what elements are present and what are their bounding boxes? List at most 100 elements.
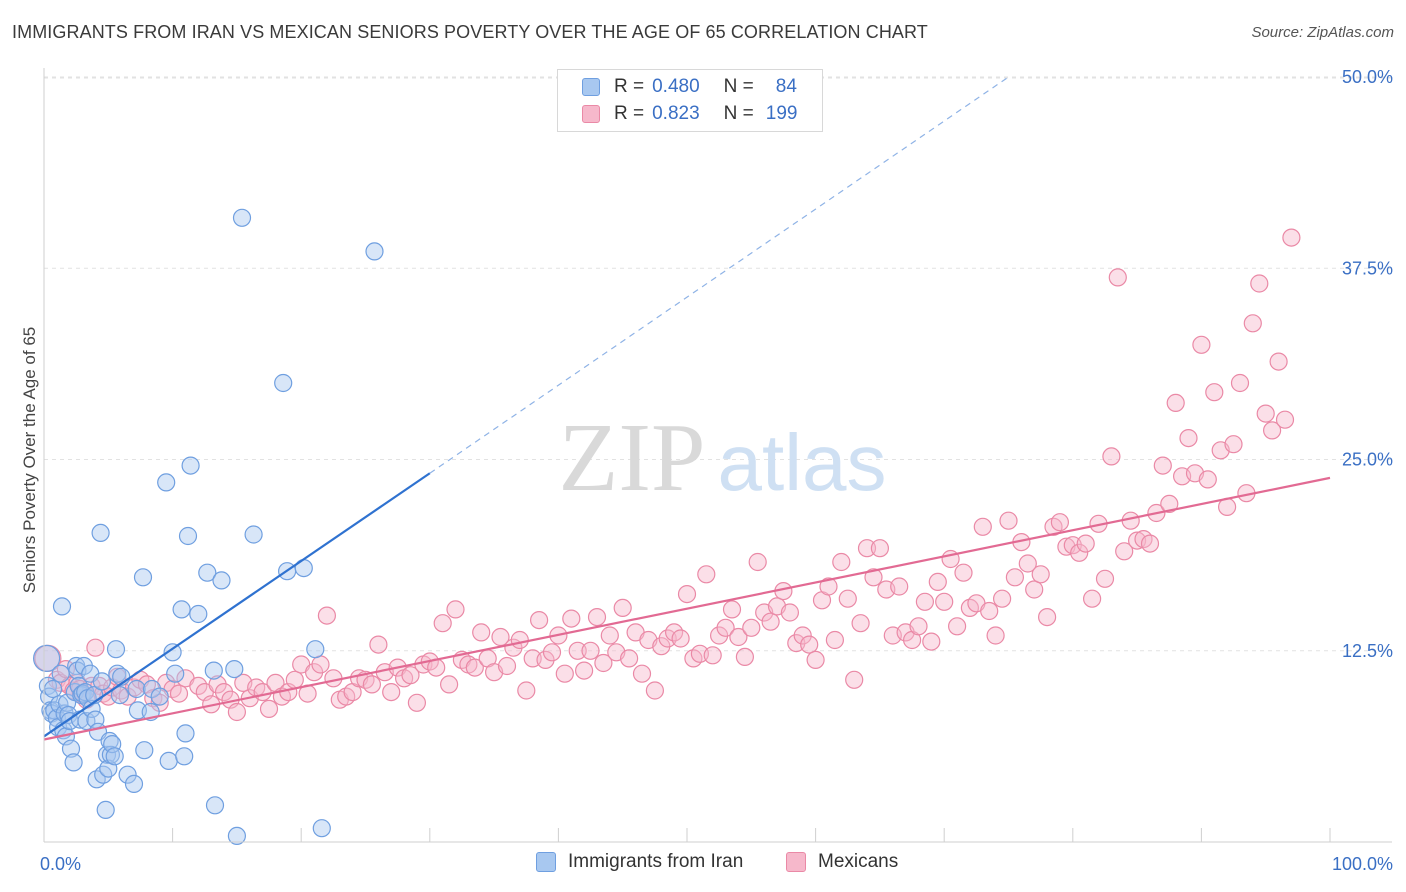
iran-point [204,661,223,680]
mexicans-point [259,699,279,719]
iran-point [106,640,126,659]
watermark-zip: ZIP [559,404,706,512]
mexicans-point [986,626,1005,645]
mexicans-point [671,629,690,648]
mexicans-point [317,606,336,625]
mexicans-point [465,658,484,677]
axis-layer [43,68,1392,843]
mexicans-point [1269,352,1288,371]
mexicans-point [517,681,536,700]
legend-row-iran: R = 0.480 N = 84 [582,75,797,99]
legend-n-label: N = [723,76,754,97]
iran-point [61,739,81,758]
iran-point [189,604,208,624]
iran-point [32,644,61,673]
mexicans-point [748,552,767,572]
iran-point [176,724,195,743]
mexicans-point [472,623,491,642]
iran-point [142,679,162,699]
correlation-legend: R = 0.480 N = 84 R = 0.823 N = 199 [557,69,823,132]
iran-point [51,664,70,683]
legend-n-value: 84 [775,76,797,97]
mexicans-point [407,693,426,712]
series-label-mexicans: Mexicans [818,851,899,872]
iran-point [97,745,117,764]
series-legend: Immigrants from Iran Mexicans [0,851,1406,877]
mexicans-point [1050,513,1070,532]
iran-point [227,826,246,846]
mexicans-point [1037,607,1057,627]
series-label-iran: Immigrants from Iran [568,851,744,872]
mexicans-point [819,577,838,596]
mexicans-point [1076,534,1095,553]
mexicans-point [838,589,857,608]
mexicans-point [632,664,652,683]
iran-point [157,473,176,492]
mexicans-point [1108,268,1127,287]
mexicans-point [980,601,999,621]
y-tick-label: 25.0% [1342,450,1393,470]
chart-source: Source: ZipAtlas.com [1251,24,1394,41]
legend-r-label: R = [614,76,645,97]
mexicans-point [1262,421,1282,440]
mexicans-point [857,539,877,558]
mexicans-point [581,641,600,660]
mexicans-point [1082,589,1102,608]
mexicans-point [935,592,954,611]
iran-point [306,640,325,659]
mexicans-point [825,630,845,650]
mexicans-point [697,565,716,584]
iran-point [133,568,153,587]
iran-point [43,679,63,699]
mexicans-point [1250,274,1269,293]
mexicans-point [677,584,697,604]
grid-layer [44,76,1392,652]
mexicans-point [793,626,812,645]
mexicans-point [440,675,459,694]
series-legend-iran[interactable]: Immigrants from Iran [536,851,743,873]
legend-n-value: 199 [765,103,798,124]
y-axis-label: Seniors Poverty Over the Age of 65 [20,326,39,594]
mexicans-point [369,635,388,654]
legend-r-value: 0.480 [652,76,700,97]
series-swatch-mexicans [786,852,806,872]
mexicans-point [716,618,735,637]
mexicans-point [594,653,613,673]
series-swatch-iran [536,852,556,872]
mexicans-point [510,630,529,650]
iran-trend-extension [429,76,1009,474]
mexicans-point [401,666,420,685]
mexicans-point [555,664,574,683]
legend-row-mexicans: R = 0.823 N = 199 [582,102,797,126]
mexicans-point [613,598,632,618]
mexicans-point [1275,410,1295,429]
iran-point [274,373,293,393]
mexicans-point [1179,429,1198,448]
x-tick-label: 0.0% [40,854,81,874]
mexicans-point [928,572,947,592]
mexicans-point [214,682,234,702]
watermark-atlas: atlas [718,418,887,507]
y-axis-label-wrap: Seniors Poverty Over the Age of 65 [18,300,42,620]
points-layer [32,208,1301,846]
mexicans-point [1115,542,1134,561]
iran-point [175,747,194,766]
mexicans-point [619,649,639,668]
mexicans-point [600,626,619,645]
series-legend-mexicans[interactable]: Mexicans [786,851,898,873]
mexicans-point [144,689,163,708]
iran-point [159,751,178,771]
mexicans-point [1230,373,1250,393]
mexicans-point [722,600,742,619]
mexicans-point [1198,470,1217,489]
mexicans-point [851,614,870,633]
mexicans-point [1205,383,1224,402]
iran-point [172,600,191,619]
mexicans-point [1031,565,1050,584]
mexicans-point [362,675,381,694]
iran-point [135,741,154,760]
mexicans-point [1044,517,1063,536]
mexicans-point [169,684,189,703]
mexicans-point [645,681,665,700]
iran-point [212,571,231,590]
